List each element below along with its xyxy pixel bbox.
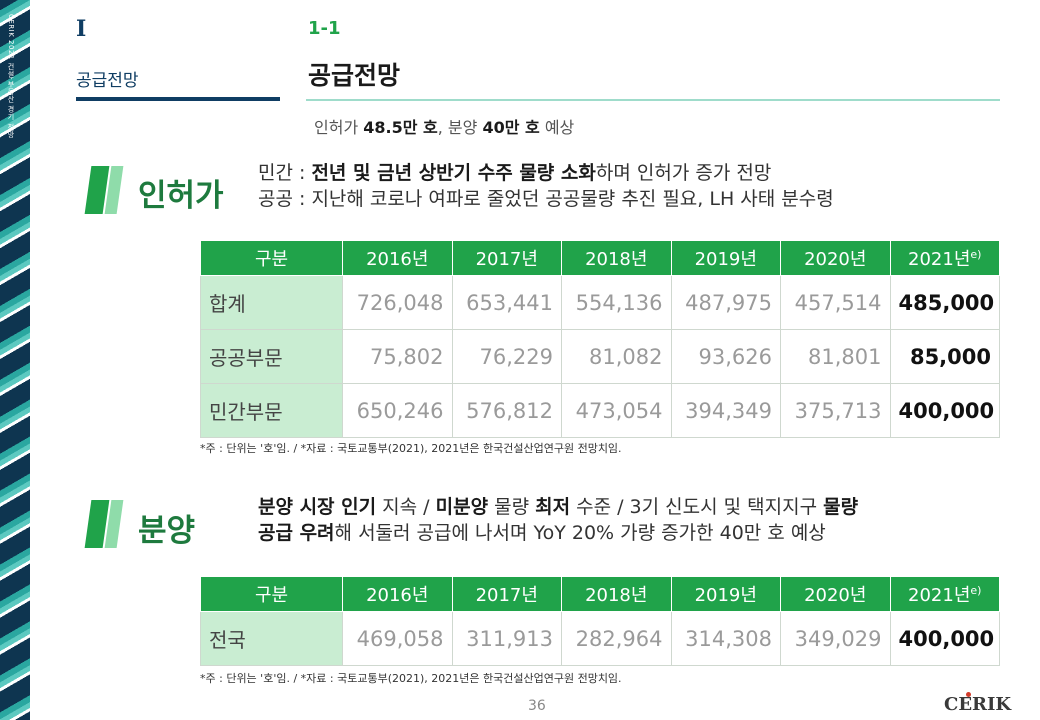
- table-cell-forecast: 85,000: [889, 329, 1000, 384]
- table-cell-forecast: 400,000: [889, 383, 1000, 438]
- table-header: 2019년: [670, 240, 781, 276]
- summary-sales-value: 40만 호: [482, 118, 540, 137]
- table-cell: 653,441: [451, 275, 562, 330]
- table-row: 전국 469,058 311,913 282,964 314,308 349,0…: [200, 611, 1000, 666]
- table-cell: 375,713: [780, 383, 891, 438]
- table-header-row: 구분 2016년 2017년 2018년 2019년 2020년 2021년e): [200, 240, 1000, 276]
- table-cell: 576,812: [451, 383, 562, 438]
- table-cell: 650,246: [342, 383, 453, 438]
- table-cell-forecast: 400,000: [889, 611, 1000, 666]
- table-cell: 487,975: [670, 275, 781, 330]
- table-cell: 81,801: [780, 329, 891, 384]
- row-label: 공공부문: [200, 329, 343, 384]
- permits-description: 민간 : 전년 및 금년 상반기 수주 물량 소화하며 인허가 증가 전망 공공…: [258, 162, 834, 210]
- summary-text: , 분양: [437, 118, 483, 137]
- table-cell: 76,229: [451, 329, 562, 384]
- table-header: 구분: [200, 240, 343, 276]
- table-header: 2016년: [342, 240, 453, 276]
- summary-line: 인허가 48.5만 호, 분양 40만 호 예상: [314, 114, 574, 138]
- page-number: 36: [528, 698, 546, 714]
- sales-note: *주 : 단위는 '호'임. / *자료 : 국토교통부(2021), 2021…: [200, 672, 622, 685]
- sales-badge-icon: [84, 500, 124, 548]
- section-underline: [76, 97, 280, 101]
- table-cell: 726,048: [342, 275, 453, 330]
- table-header: 2016년: [342, 576, 453, 612]
- table-row: 공공부문 75,802 76,229 81,082 93,626 81,801 …: [200, 329, 1000, 384]
- summary-permits-value: 48.5만 호: [363, 118, 438, 137]
- row-label: 합계: [200, 275, 343, 330]
- title-divider: [306, 99, 1000, 101]
- summary-text: 인허가: [314, 118, 364, 137]
- table-header: 2017년: [451, 576, 562, 612]
- permits-table: 구분 2016년 2017년 2018년 2019년 2020년 2021년e)…: [200, 240, 1000, 438]
- table-cell: 93,626: [670, 329, 781, 384]
- summary-text: 예상: [539, 118, 575, 137]
- table-header: 2020년: [780, 240, 891, 276]
- section-numeral: I: [76, 16, 87, 42]
- table-cell: 473,054: [561, 383, 672, 438]
- table-header-row: 구분 2016년 2017년 2018년 2019년 2020년 2021년e): [200, 576, 1000, 612]
- table-cell: 81,082: [561, 329, 672, 384]
- table-header: 2021년e): [889, 576, 1000, 612]
- table-header: 2018년: [561, 240, 672, 276]
- page-title: 공급전망: [308, 61, 401, 90]
- table-header: 2018년: [561, 576, 672, 612]
- subsection-number: 1-1: [308, 18, 341, 39]
- table-cell: 457,514: [780, 275, 891, 330]
- decorative-side-stripe: CERIK 2021 건설·부동산 경기 전망: [0, 0, 30, 720]
- estimate-mark: e): [970, 248, 982, 261]
- cerik-logo: CERIK: [944, 692, 1012, 715]
- sales-label: 분양: [138, 513, 196, 549]
- table-row: 민간부문 650,246 576,812 473,054 394,349 375…: [200, 383, 1000, 438]
- table-header: 2019년: [670, 576, 781, 612]
- sidebar-caption: CERIK 2021 건설·부동산 경기 전망: [7, 14, 15, 139]
- table-cell: 75,802: [342, 329, 453, 384]
- section-name: 공급전망: [76, 71, 139, 91]
- row-label: 전국: [200, 611, 343, 666]
- row-label: 민간부문: [200, 383, 343, 438]
- table-header: 2020년: [780, 576, 891, 612]
- sales-table: 구분 2016년 2017년 2018년 2019년 2020년 2021년e)…: [200, 576, 1000, 666]
- permits-label: 인허가: [138, 178, 224, 214]
- sales-description: 분양 시장 인기 지속 / 미분양 물량 최저 수준 / 3기 신도시 및 택지…: [258, 496, 859, 544]
- table-cell: 311,913: [451, 611, 562, 666]
- table-cell: 469,058: [342, 611, 453, 666]
- table-header: 2017년: [451, 240, 562, 276]
- table-row: 합계 726,048 653,441 554,136 487,975 457,5…: [200, 275, 1000, 330]
- estimate-mark: e): [970, 584, 982, 597]
- logo-dot-icon: [966, 692, 971, 697]
- table-cell: 394,349: [670, 383, 781, 438]
- permits-note: *주 : 단위는 '호'임. / *자료 : 국토교통부(2021), 2021…: [200, 442, 622, 455]
- table-cell: 314,308: [670, 611, 781, 666]
- permits-badge-icon: [84, 166, 124, 214]
- table-header: 구분: [200, 576, 343, 612]
- table-header: 2021년e): [889, 240, 1000, 276]
- table-cell-forecast: 485,000: [889, 275, 1000, 330]
- table-cell: 282,964: [561, 611, 672, 666]
- table-cell: 349,029: [780, 611, 891, 666]
- table-cell: 554,136: [561, 275, 672, 330]
